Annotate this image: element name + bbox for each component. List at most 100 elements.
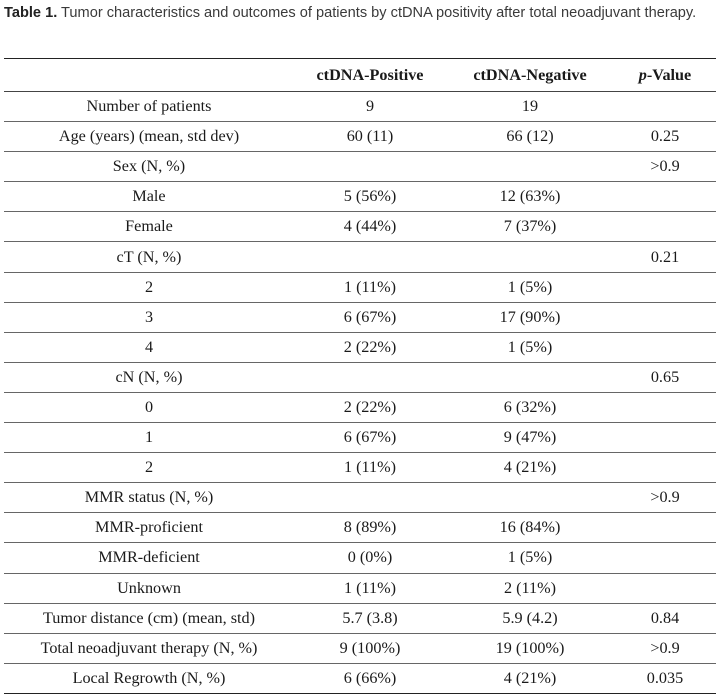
p-value-cell: >0.9	[614, 633, 716, 664]
table-row: MMR-proficient 8 (89%) 16 (84%)	[4, 512, 716, 544]
row-label: Unknown	[4, 573, 294, 604]
p-value-cell	[614, 211, 716, 243]
ctdna-positive-cell: 1 (11%)	[294, 452, 446, 484]
caption-text: Tumor characteristics and outcomes of pa…	[57, 5, 697, 21]
row-label: cT (N, %)	[4, 241, 294, 273]
ctdna-positive-cell: 6 (66%)	[294, 663, 446, 694]
ctdna-positive-cell: 5.7 (3.8)	[294, 603, 446, 634]
p-value-cell	[614, 422, 716, 454]
table-row: cT (N, %) 0.21	[4, 241, 716, 273]
p-value-cell: 0.21	[614, 241, 716, 273]
ctdna-positive-cell: 0 (0%)	[294, 542, 446, 574]
ctdna-negative-cell: 9 (47%)	[446, 422, 614, 454]
ctdna-negative-cell	[446, 151, 614, 183]
p-value-cell	[614, 272, 716, 303]
header-p-italic: p	[638, 65, 647, 84]
ctdna-negative-cell: 12 (63%)	[446, 181, 614, 213]
header-ctdna-positive: ctDNA-Positive	[294, 58, 446, 92]
p-value-cell: 0.035	[614, 663, 716, 694]
table-row: Number of patients 9 19	[4, 91, 716, 123]
table-row: MMR-deficient 0 (0%) 1 (5%)	[4, 542, 716, 574]
p-value-cell: 0.65	[614, 362, 716, 393]
ctdna-negative-cell: 19	[446, 91, 614, 123]
ctdna-positive-cell: 1 (11%)	[294, 573, 446, 604]
row-label: 1	[4, 422, 294, 454]
p-value-cell	[614, 573, 716, 604]
ctdna-negative-cell	[446, 241, 614, 273]
ctdna-positive-cell: 6 (67%)	[294, 422, 446, 454]
table-row: Total neoadjuvant therapy (N, %) 9 (100%)…	[4, 633, 716, 664]
row-label: Sex (N, %)	[4, 151, 294, 183]
ctdna-negative-cell: 6 (32%)	[446, 392, 614, 424]
ctdna-positive-cell: 1 (11%)	[294, 272, 446, 303]
p-value-cell	[614, 392, 716, 424]
p-value-cell	[614, 332, 716, 363]
table-body: Number of patients 9 19 Age (years) (mean, …	[4, 91, 716, 694]
header-p-value: p-Value	[614, 58, 716, 92]
table-row: MMR status (N, %) >0.9	[4, 482, 716, 514]
ctdna-positive-cell	[294, 241, 446, 273]
ctdna-negative-cell: 16 (84%)	[446, 512, 614, 544]
row-label: MMR-deficient	[4, 542, 294, 574]
ctdna-positive-cell: 5 (56%)	[294, 181, 446, 213]
row-label: Age (years) (mean, std dev)	[4, 121, 294, 153]
p-value-cell	[614, 512, 716, 544]
table-row: Tumor distance (cm) (mean, std) 5.7 (3.8)…	[4, 603, 716, 634]
row-label: MMR-proficient	[4, 512, 294, 544]
row-label: MMR status (N, %)	[4, 482, 294, 514]
row-label: Number of patients	[4, 91, 294, 123]
ctdna-positive-cell	[294, 362, 446, 393]
row-label: Local Regrowth (N, %)	[4, 663, 294, 694]
ctdna-positive-cell: 8 (89%)	[294, 512, 446, 544]
header-ctdna-negative: ctDNA-Negative	[446, 58, 614, 92]
ctdna-negative-cell: 1 (5%)	[446, 332, 614, 363]
row-label: Female	[4, 211, 294, 243]
row-label: 4	[4, 332, 294, 363]
row-label: Tumor distance (cm) (mean, std)	[4, 603, 294, 634]
ctdna-positive-cell: 2 (22%)	[294, 332, 446, 363]
p-value-cell	[614, 181, 716, 213]
ctdna-negative-cell: 1 (5%)	[446, 542, 614, 574]
table-row: Age (years) (mean, std dev) 60 (11) 66 (12…	[4, 121, 716, 153]
ctdna-negative-cell: 5.9 (4.2)	[446, 603, 614, 634]
ctdna-negative-cell: 66 (12)	[446, 121, 614, 153]
table-row: cN (N, %) 0.65	[4, 362, 716, 393]
row-label: Total neoadjuvant therapy (N, %)	[4, 633, 294, 664]
table-caption: Table 1. Tumor characteristics and outco…	[4, 2, 716, 24]
p-value-cell: 0.25	[614, 121, 716, 153]
table-row: Female 4 (44%) 7 (37%)	[4, 211, 716, 243]
ctdna-negative-cell	[446, 482, 614, 514]
p-value-cell	[614, 302, 716, 333]
ctdna-negative-cell: 4 (21%)	[446, 663, 614, 694]
ctdna-positive-cell: 2 (22%)	[294, 392, 446, 424]
table-row: Male 5 (56%) 12 (63%)	[4, 181, 716, 213]
row-label: 3	[4, 302, 294, 333]
ctdna-positive-cell	[294, 151, 446, 183]
ctdna-positive-cell: 9	[294, 91, 446, 123]
p-value-cell	[614, 542, 716, 574]
ctdna-negative-cell: 7 (37%)	[446, 211, 614, 243]
ctdna-negative-cell: 17 (90%)	[446, 302, 614, 333]
ctdna-negative-cell: 4 (21%)	[446, 452, 614, 484]
p-value-cell: >0.9	[614, 151, 716, 183]
p-value-cell	[614, 91, 716, 123]
row-label: 0	[4, 392, 294, 424]
row-label: 2	[4, 452, 294, 484]
header-p-rest: -Value	[646, 65, 692, 84]
header-label-column	[4, 58, 294, 92]
row-label: 2	[4, 272, 294, 303]
ctdna-negative-cell: 2 (11%)	[446, 573, 614, 604]
ctdna-positive-cell: 9 (100%)	[294, 633, 446, 664]
p-value-cell: >0.9	[614, 482, 716, 514]
p-value-cell	[614, 452, 716, 484]
data-table: ctDNA-Positive ctDNA-Negative p-Value Nu…	[4, 58, 716, 694]
table-row: Unknown 1 (11%) 2 (11%)	[4, 573, 716, 604]
row-label: Male	[4, 181, 294, 213]
ctdna-negative-cell: 19 (100%)	[446, 633, 614, 664]
ctdna-positive-cell: 6 (67%)	[294, 302, 446, 333]
